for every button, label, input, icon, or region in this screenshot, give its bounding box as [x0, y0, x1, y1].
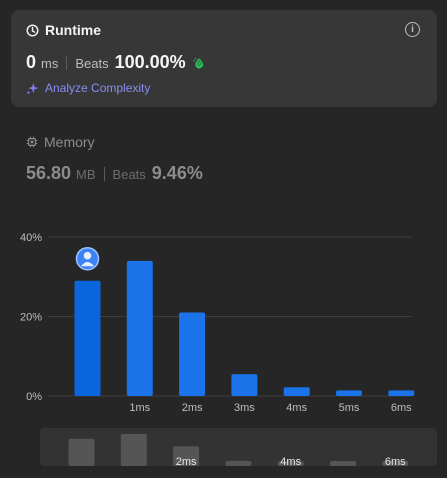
- navigator-bar: [173, 446, 200, 466]
- memory-header[interactable]: Memory: [26, 134, 95, 150]
- analyze-complexity-button[interactable]: Analyze Complexity: [26, 81, 150, 95]
- memory-beats-label: Beats: [112, 167, 146, 182]
- chart-range-navigator[interactable]: 2ms 4ms 6ms: [40, 428, 437, 468]
- runtime-beats-label: Beats: [75, 56, 109, 71]
- chart-bar[interactable]: [126, 260, 153, 396]
- navigator-bar: [277, 461, 304, 466]
- navigator-tick-label: 6ms: [385, 456, 406, 466]
- chart-bar[interactable]: [283, 387, 310, 396]
- runtime-value: 0: [26, 52, 37, 72]
- navigator-tick-label: 2ms: [176, 456, 197, 466]
- chart-bar[interactable]: [388, 390, 415, 396]
- memory-stats: 56.80 MB Beats 9.46%: [26, 163, 203, 184]
- chip-icon: [26, 136, 38, 148]
- runtime-header: Runtime: [26, 22, 101, 38]
- divider: [66, 55, 68, 70]
- runtime-card: Runtime i 0 ms Beats 100.00% Analyze Com…: [11, 10, 437, 107]
- chart-bar[interactable]: [179, 312, 206, 396]
- navigator-bars[interactable]: 2ms 4ms 6ms: [40, 428, 437, 468]
- chart-bar[interactable]: [74, 280, 101, 396]
- clock-icon: [26, 23, 39, 37]
- navigator-bar: [225, 460, 252, 466]
- navigator-bar: [120, 434, 147, 466]
- x-tick-label: 6ms: [391, 402, 412, 414]
- navigator-tick-label: 4ms: [280, 456, 301, 466]
- x-tick-label: 5ms: [339, 402, 360, 414]
- navigator-bar: [330, 461, 356, 466]
- runtime-title: Runtime: [45, 22, 101, 38]
- divider: [103, 166, 105, 181]
- navigator-bar: [68, 438, 95, 466]
- analyze-complexity-label: Analyze Complexity: [45, 81, 151, 95]
- memory-value: 56.80: [26, 163, 72, 183]
- x-tick-label: 3ms: [234, 402, 255, 414]
- runtime-unit: ms: [41, 56, 59, 71]
- chart-bar[interactable]: [336, 390, 362, 396]
- memory-beats-value: 9.46%: [151, 163, 203, 183]
- x-tick-label: 1ms: [129, 402, 150, 414]
- x-tick-label: 2ms: [182, 402, 203, 414]
- x-tick-label: 4ms: [286, 402, 307, 414]
- memory-title: Memory: [44, 134, 95, 150]
- y-tick-label: 20%: [20, 312, 42, 324]
- runtime-distribution-chart[interactable]: 40% 20% 0% 1ms 2ms 3ms 4ms 5ms 6ms: [0, 220, 447, 420]
- runtime-stats: 0 ms Beats 100.00%: [26, 52, 207, 73]
- navigator-bar: [382, 461, 409, 466]
- chart-bar[interactable]: [231, 374, 258, 396]
- y-tick-label: 40%: [20, 232, 42, 244]
- y-tick-label: 0%: [26, 391, 42, 403]
- info-icon[interactable]: i: [405, 22, 420, 37]
- sparkle-icon: [26, 82, 39, 95]
- runtime-beats-value: 100.00%: [114, 52, 186, 72]
- user-avatar-icon: [75, 246, 100, 271]
- memory-unit: MB: [76, 167, 96, 182]
- clapping-hands-icon: [192, 57, 203, 69]
